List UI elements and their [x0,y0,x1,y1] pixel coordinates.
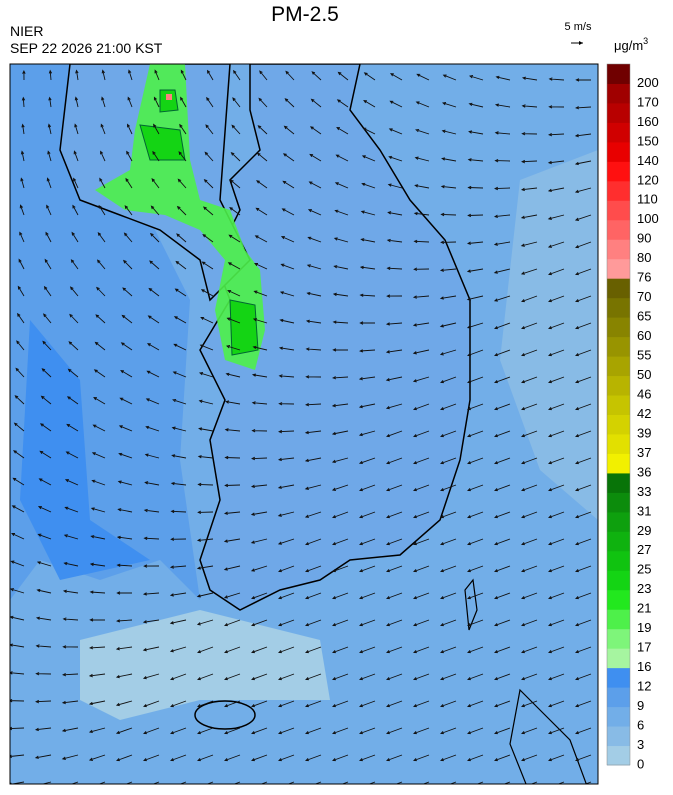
colorbar-label: 170 [637,94,659,109]
colorbar-label: 120 [637,172,659,187]
colorbar-box [607,278,630,299]
colorbar-label: 200 [637,75,659,90]
colorbar-box [607,83,630,104]
colorbar-label: 160 [637,114,659,129]
wind-arrows [10,69,592,784]
colorbar-box [607,726,630,747]
colorbar-label: 23 [637,581,651,596]
colorbar-box [607,102,630,123]
colorbar-box [607,239,630,260]
colorbar-box [607,667,630,688]
unit: μg/m3 [614,36,648,53]
colorbar-box [607,570,630,591]
colorbar-box [607,180,630,201]
colorbar-label: 17 [637,640,651,655]
colorbar-label: 70 [637,289,651,304]
colorbar-frame [606,63,631,766]
colorbar-box [607,258,630,279]
colorbar-label: 42 [637,406,651,421]
colorbar-label: 39 [637,425,651,440]
colorbar-label: 33 [637,484,651,499]
colorbar-box [607,317,630,338]
colorbar-box [607,64,630,84]
colorbar-box [607,375,630,396]
colorbar-label: 80 [637,250,651,265]
colorbar-box [607,219,630,240]
colorbar-box [607,161,630,182]
colorbar-box [607,492,630,513]
colorbar-label: 21 [637,601,651,616]
source: NIER [10,23,43,39]
pm-peak-zone [139,89,259,356]
unit-sup: 3 [643,36,648,46]
colorbar-label: 16 [637,659,651,674]
colorbar-label: 100 [637,211,659,226]
colorbar-box [607,395,630,415]
title: PM-2.5 [271,3,339,26]
pm-high-zone [95,64,265,370]
colorbar-box [607,453,630,474]
colorbar-label: 6 [637,717,644,732]
map [9,63,599,785]
colorbar-label: 150 [637,133,659,148]
south-sea-low [80,610,330,720]
colorbar-label: 37 [637,445,651,460]
west-sea-high [20,320,150,580]
east-sea [500,150,598,520]
pm-max [166,94,172,100]
colorbar-box [607,531,630,552]
colorbar-box [607,141,630,162]
colorbar-label: 19 [637,620,651,635]
colorbar-box [607,356,630,377]
jeju [194,700,256,730]
colorbar-box [607,687,630,708]
colorbar-box [607,511,630,532]
colorbar-label: 110 [637,192,658,207]
colorbar-label: 25 [637,562,651,577]
colorbar-box [607,414,630,435]
colorbar-box [607,628,630,649]
datetime: SEP 22 2026 21:00 KST [10,40,163,56]
islands [464,578,587,784]
colorbar-label: 76 [637,270,651,285]
colorbar-label: 50 [637,367,651,382]
colorbar-box [607,609,630,630]
colorbar-box [607,550,630,571]
colorbar-box [607,745,630,766]
colorbar-box [607,706,630,727]
colorbar-label: 12 [637,679,651,694]
colorbar-box [607,200,630,221]
colorbar-box [607,589,630,610]
colorbar-box [607,433,630,454]
colorbar-label: 3 [637,737,644,752]
colorbar-label: 9 [637,698,644,713]
colorbar: 0369121617192123252729313336373942465055… [606,63,659,771]
colorbar-box [607,336,630,357]
map-frame [9,63,599,785]
wind-scale-label: 5 m/s [565,21,592,33]
colorbar-label: 55 [637,348,651,363]
colorbar-label: 90 [637,231,651,246]
unit-base: μg/m [614,38,643,53]
colorbar-label: 36 [637,464,651,479]
colorbar-label: 31 [637,503,651,518]
colorbar-box [607,472,630,493]
colorbar-label: 0 [637,756,644,771]
colorbar-label: 65 [637,309,651,324]
wind-scale-head [579,41,583,45]
colorbar-box [607,648,630,669]
colorbar-label: 27 [637,542,651,557]
colorbar-box [607,297,630,318]
colorbar-label: 29 [637,523,651,538]
colorbar-label: 46 [637,386,651,401]
colorbar-box [607,122,630,143]
colorbar-label: 140 [637,153,659,168]
colorbar-label: 60 [637,328,651,343]
